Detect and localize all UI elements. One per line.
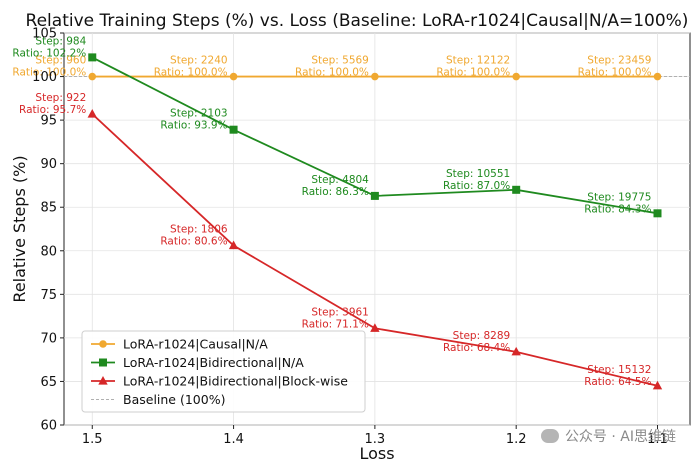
data-point [88, 53, 97, 62]
annotation-step: Step: 10551 [446, 168, 510, 180]
data-point [512, 72, 520, 81]
y-tick-label: 70 [40, 331, 57, 346]
annotation-ratio: Ratio: 95.7% [19, 104, 86, 116]
annotation-ratio: Ratio: 100.0% [295, 67, 369, 79]
annotation-ratio: Ratio: 84.3% [584, 203, 651, 215]
watermark: 公众号 · AI思维链 [540, 426, 676, 446]
data-point [653, 209, 662, 218]
y-axis-ticks: 60 65 70 75 80 85 90 95 100 105 [32, 27, 64, 434]
data-point [87, 109, 97, 118]
legend-marker [99, 340, 107, 348]
legend-marker [98, 376, 108, 385]
annotation-step: Step: 5569 [311, 55, 369, 67]
wechat-icon [540, 429, 559, 443]
x-axis-ticks: 1.5 1.4 1.3 1.2 1.1 [82, 425, 668, 447]
legend-label: Baseline (100%) [123, 392, 225, 407]
chart-title: Relative Training Steps (%) vs. Loss (Ba… [26, 11, 689, 31]
legend-label: LoRA-r1024|Bidirectional|Block-wise [123, 374, 348, 389]
data-point [88, 72, 97, 81]
annotation-step: Step: 4804 [311, 174, 369, 186]
data-point [371, 72, 379, 81]
data-point [229, 125, 238, 134]
legend-label: LoRA-r1024|Causal|N/A [123, 337, 268, 352]
annotation-ratio: Ratio: 71.1% [302, 318, 369, 330]
y-tick-label: 90 [40, 157, 57, 172]
legend: LoRA-r1024|Causal|N/A LoRA-r1024|Bidirect… [81, 330, 366, 413]
y-tick-label: 100 [32, 70, 57, 85]
y-axis-label: Relative Steps (%) [10, 155, 29, 302]
annotation-step: Step: 960 [35, 55, 86, 67]
annotation-ratio: Ratio: 86.3% [302, 186, 369, 198]
annotation-ratio: Ratio: 87.0% [443, 180, 510, 192]
data-point [370, 323, 380, 332]
series-3 [87, 109, 663, 390]
legend-label: LoRA-r1024|Bidirectional|N/A [123, 355, 304, 370]
legend-box [81, 330, 366, 413]
data-point [652, 380, 663, 390]
annotation-ratio: Ratio: 100.0% [12, 67, 86, 79]
annotation-step: Step: 23459 [587, 55, 651, 67]
legend-marker [99, 358, 107, 367]
data-point [229, 72, 238, 81]
annotation-step: Step: 922 [35, 92, 86, 104]
annotation-step: Step: 8289 [453, 330, 511, 342]
y-tick-label: 85 [40, 201, 57, 216]
annotation-ratio: Ratio: 100.0% [154, 67, 228, 79]
annotation-ratio: Ratio: 68.4% [443, 342, 510, 354]
y-tick-label: 95 [40, 114, 57, 129]
annotation-step: Step: 3961 [311, 306, 369, 318]
annotation-ratio: Ratio: 100.0% [578, 67, 652, 79]
y-tick-label: 105 [32, 27, 57, 42]
x-tick-label: 1.2 [506, 432, 527, 447]
annotation-step: Step: 19775 [587, 191, 651, 203]
x-tick-label: 1.1 [647, 432, 668, 447]
y-tick-label: 75 [40, 288, 57, 303]
annotation-ratio: Ratio: 64.5% [584, 376, 651, 388]
annotation-step: Step: 12122 [446, 55, 510, 67]
annotation-step: Step: 2103 [170, 108, 228, 120]
data-point [228, 240, 239, 250]
x-tick-label: 1.4 [223, 432, 244, 447]
data-point [511, 346, 521, 356]
annotation-step: Step: 15132 [587, 364, 651, 376]
x-axis-label: Loss [359, 444, 394, 463]
data-point [653, 72, 662, 81]
data-point [512, 185, 521, 194]
series-group [87, 53, 663, 390]
data-point [370, 191, 379, 200]
series-1 [88, 72, 662, 81]
annotation-step: Step: 2240 [170, 55, 228, 67]
watermark-text: 公众号 · AI思维链 [564, 429, 676, 445]
y-tick-label: 60 [40, 419, 57, 434]
annotation-ratio: Ratio: 102.2% [12, 47, 86, 59]
x-tick-label: 1.5 [82, 432, 103, 447]
annotation-ratio: Ratio: 93.9% [160, 120, 227, 132]
series-2 [88, 53, 662, 218]
y-tick-label: 80 [40, 244, 57, 259]
annotation-ratio: Ratio: 100.0% [436, 67, 510, 79]
x-tick-label: 1.3 [365, 432, 386, 447]
annotation-step: Step: 1806 [170, 224, 228, 236]
annotation-step: Step: 984 [35, 35, 86, 47]
annotation-ratio: Ratio: 80.6% [160, 236, 227, 248]
y-tick-label: 65 [40, 375, 57, 390]
